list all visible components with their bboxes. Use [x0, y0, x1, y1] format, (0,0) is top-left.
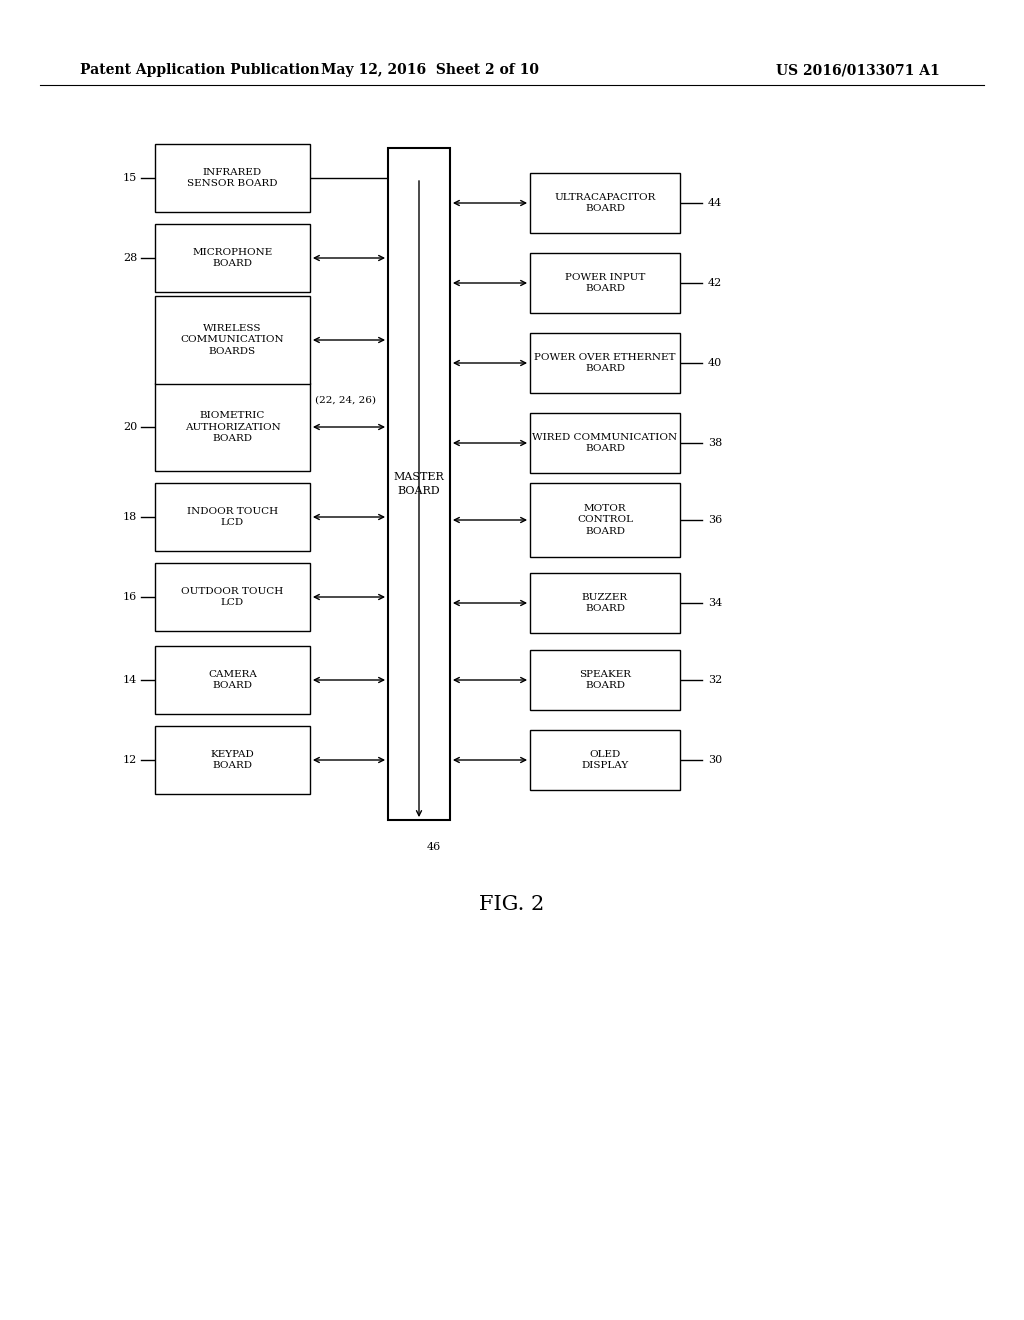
Text: OLED
DISPLAY: OLED DISPLAY: [582, 750, 629, 770]
Bar: [530, 730, 680, 789]
Text: 12: 12: [123, 755, 137, 766]
Text: BUZZER
BOARD: BUZZER BOARD: [582, 593, 628, 612]
Text: 46: 46: [427, 842, 441, 851]
Text: POWER INPUT
BOARD: POWER INPUT BOARD: [565, 273, 645, 293]
Text: US 2016/0133071 A1: US 2016/0133071 A1: [776, 63, 940, 77]
Text: MASTER
BOARD: MASTER BOARD: [393, 473, 444, 495]
Text: 42: 42: [708, 279, 722, 288]
Bar: [155, 645, 310, 714]
Text: WIRELESS
COMMUNICATION
BOARDS: WIRELESS COMMUNICATION BOARDS: [180, 325, 285, 355]
Text: 44: 44: [708, 198, 722, 209]
Bar: [530, 253, 680, 313]
Text: BIOMETRIC
AUTHORIZATION
BOARD: BIOMETRIC AUTHORIZATION BOARD: [184, 412, 281, 442]
Text: 36: 36: [708, 515, 722, 525]
Bar: [155, 726, 310, 795]
Text: 14: 14: [123, 675, 137, 685]
Text: 20: 20: [123, 422, 137, 432]
Text: WIRED COMMUNICATION
BOARD: WIRED COMMUNICATION BOARD: [532, 433, 678, 453]
Bar: [155, 296, 310, 384]
Text: 16: 16: [123, 591, 137, 602]
Bar: [530, 413, 680, 473]
Text: May 12, 2016  Sheet 2 of 10: May 12, 2016 Sheet 2 of 10: [321, 63, 539, 77]
Text: 32: 32: [708, 675, 722, 685]
Bar: [155, 383, 310, 471]
Text: INDOOR TOUCH
LCD: INDOOR TOUCH LCD: [187, 507, 279, 527]
Text: POWER OVER ETHERNET
BOARD: POWER OVER ETHERNET BOARD: [535, 352, 676, 374]
Text: ULTRACAPACITOR
BOARD: ULTRACAPACITOR BOARD: [554, 193, 655, 213]
Text: (22, 24, 26): (22, 24, 26): [315, 396, 376, 405]
Text: KEYPAD
BOARD: KEYPAD BOARD: [211, 750, 254, 770]
Text: 38: 38: [708, 438, 722, 447]
Text: OUTDOOR TOUCH
LCD: OUTDOOR TOUCH LCD: [181, 587, 284, 607]
Bar: [155, 224, 310, 292]
Bar: [530, 649, 680, 710]
Text: CAMERA
BOARD: CAMERA BOARD: [208, 671, 257, 690]
Bar: [155, 144, 310, 213]
Text: SPEAKER
BOARD: SPEAKER BOARD: [579, 671, 631, 690]
Text: FIG. 2: FIG. 2: [479, 895, 545, 915]
Text: 30: 30: [708, 755, 722, 766]
Text: MOTOR
CONTROL
BOARD: MOTOR CONTROL BOARD: [577, 504, 633, 536]
Text: 34: 34: [708, 598, 722, 609]
Text: Patent Application Publication: Patent Application Publication: [80, 63, 319, 77]
Bar: [530, 173, 680, 234]
Bar: [155, 564, 310, 631]
Bar: [155, 483, 310, 550]
Bar: [530, 483, 680, 557]
Text: 40: 40: [708, 358, 722, 368]
Bar: [530, 573, 680, 634]
Text: 18: 18: [123, 512, 137, 521]
Bar: [530, 333, 680, 393]
Text: INFRARED
SENSOR BOARD: INFRARED SENSOR BOARD: [187, 168, 278, 187]
Text: 28: 28: [123, 253, 137, 263]
Bar: [388, 148, 450, 820]
Text: MICROPHONE
BOARD: MICROPHONE BOARD: [193, 248, 272, 268]
Text: 15: 15: [123, 173, 137, 183]
